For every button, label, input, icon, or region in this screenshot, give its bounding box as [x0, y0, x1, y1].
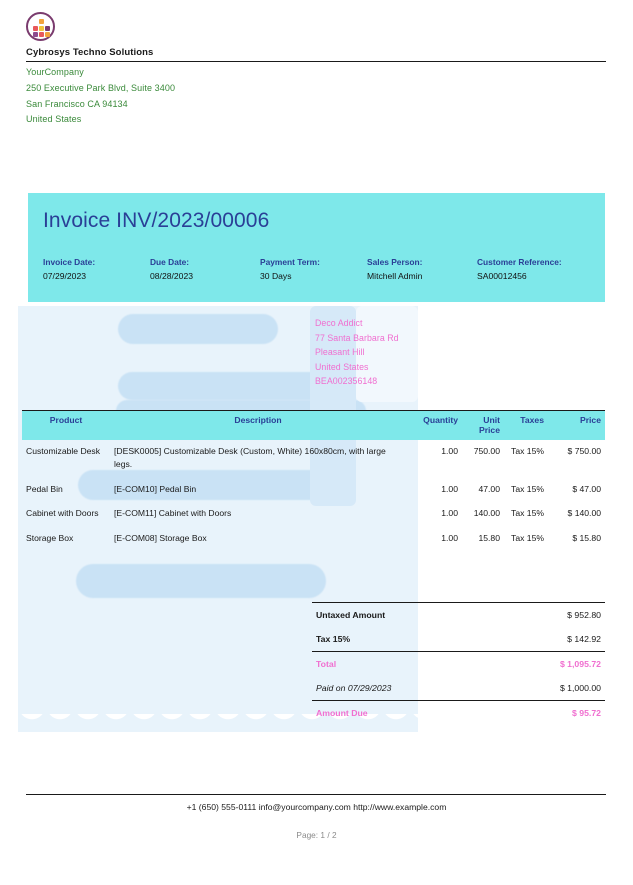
address-line: United States: [26, 114, 82, 125]
totals-row-amount-due: Amount Due $ 95.72: [312, 700, 605, 725]
column-header-taxes: Taxes: [504, 411, 548, 440]
address-line: San Francisco CA 94134: [26, 98, 128, 109]
untaxed-amount-value: $ 952.80: [502, 602, 605, 627]
cell-description: [E-COM11] Cabinet with Doors: [114, 508, 232, 519]
meta-label: Sales Person:: [367, 257, 423, 267]
meta-label: Due Date:: [150, 257, 190, 267]
column-header-price: Price: [548, 411, 605, 440]
company-name: Cybrosys Techno Solutions: [26, 47, 154, 58]
watermark-pill-1: [118, 314, 278, 344]
untaxed-amount-label: Untaxed Amount: [312, 602, 502, 627]
cell-description: [E-COM08] Storage Box: [114, 532, 207, 543]
cybrosys-blocks-logo-icon: [26, 12, 55, 41]
meta-field-due-date: Due Date: 08/28/2023: [150, 255, 260, 283]
cell-product: Customizable Desk: [26, 446, 101, 456]
customer-line: BEA002356148: [315, 376, 378, 387]
meta-value: Mitchell Admin: [367, 271, 423, 281]
column-header-description: Description: [110, 411, 406, 440]
cell-description: [DESK0005] Customizable Desk (Custom, Wh…: [114, 446, 386, 470]
cell-unit-price: 750.00: [473, 446, 500, 456]
tax-label: Tax 15%: [316, 634, 351, 644]
column-header-unit-price: Unit Price: [462, 411, 504, 440]
column-header-product: Product: [22, 411, 110, 440]
line-items-header: Product Description Quantity Unit Price …: [22, 411, 605, 440]
meta-label: Invoice Date:: [43, 257, 96, 267]
meta-field-customer-reference: Customer Reference: SA00012456: [477, 255, 597, 283]
invoice-header-band: Invoice INV/2023/00006 Invoice Date: 07/…: [28, 193, 605, 302]
totals-row-untaxed: Untaxed Amount $ 952.80: [312, 602, 605, 627]
company-address: YourCompany 250 Executive Park Blvd, Sui…: [26, 62, 606, 128]
cell-product: Pedal Bin: [26, 483, 63, 494]
cell-taxes: Tax 15%: [511, 532, 544, 543]
amount-due-value: $ 95.72: [502, 700, 605, 725]
cell-price: $ 750.00: [567, 446, 601, 456]
meta-value: 30 Days: [260, 271, 292, 281]
meta-value: SA00012456: [477, 271, 527, 281]
letterhead-divider: [26, 61, 606, 62]
cell-price: $ 140.00: [567, 508, 601, 519]
letterhead: Cybrosys Techno Solutions YourCompany 25…: [26, 12, 606, 128]
cell-quantity: 1.00: [441, 532, 458, 543]
table-row: Cabinet with Doors [E-COM11] Cabinet wit…: [22, 502, 605, 526]
customer-line: Deco Addict: [315, 318, 363, 328]
footer-contact-info: +1 (650) 555-0111 info@yourcompany.com h…: [186, 802, 447, 812]
amount-due-label: Amount Due: [312, 700, 502, 725]
cell-quantity: 1.00: [441, 483, 458, 494]
line-items-table: Product Description Quantity Unit Price …: [22, 411, 605, 551]
cell-product: Cabinet with Doors: [26, 508, 99, 519]
total-value: $ 1,095.72: [502, 651, 605, 676]
totals-section: Untaxed Amount $ 952.80 Tax 15% $ 142.92…: [312, 602, 605, 725]
address-line: YourCompany: [26, 67, 84, 77]
cell-quantity: 1.00: [441, 446, 458, 456]
meta-field-sales-person: Sales Person: Mitchell Admin: [367, 255, 477, 283]
customer-address-block: Deco Addict 77 Santa Barbara Rd Pleasant…: [315, 316, 399, 389]
line-items-body: Customizable Desk [DESK0005] Customizabl…: [22, 440, 605, 551]
address-line: 250 Executive Park Blvd, Suite 3400: [26, 82, 176, 93]
totals-row-paid: Paid on 07/29/2023 $ 1,000.00: [312, 676, 605, 701]
column-header-quantity: Quantity: [406, 411, 462, 440]
total-label: Total: [312, 651, 502, 676]
table-row: Storage Box [E-COM08] Storage Box 1.00 1…: [22, 527, 605, 551]
footer-page-number: Page: 1 / 2: [296, 830, 337, 840]
meta-label: Customer Reference:: [477, 257, 562, 267]
table-row: Customizable Desk [DESK0005] Customizabl…: [22, 440, 605, 478]
meta-field-invoice-date: Invoice Date: 07/29/2023: [43, 255, 150, 283]
cell-price: $ 15.80: [572, 532, 601, 543]
totals-row-total: Total $ 1,095.72: [312, 651, 605, 676]
cell-product: Storage Box: [26, 532, 74, 543]
invoice-meta-row: Invoice Date: 07/29/2023 Due Date: 08/28…: [43, 255, 603, 283]
customer-line: Pleasant Hill: [315, 347, 365, 358]
tax-value: $ 142.92: [567, 634, 601, 644]
cell-quantity: 1.00: [441, 508, 458, 519]
meta-label: Payment Term:: [260, 257, 320, 267]
invoice-title: Invoice INV/2023/00006: [43, 209, 270, 232]
meta-value: 08/28/2023: [150, 271, 194, 281]
cell-unit-price: 47.00: [478, 483, 500, 494]
footer-divider: [26, 794, 606, 795]
cell-taxes: Tax 15%: [511, 483, 544, 494]
meta-value: 07/29/2023: [43, 271, 87, 281]
line-items-section: Product Description Quantity Unit Price …: [22, 410, 605, 551]
cell-description: [E-COM10] Pedal Bin: [114, 483, 197, 494]
paid-label: Paid on 07/29/2023: [316, 683, 392, 693]
table-header-row: Product Description Quantity Unit Price …: [22, 411, 605, 440]
watermark-pill-5: [76, 564, 326, 598]
totals-row-tax: Tax 15% $ 142.92: [312, 627, 605, 652]
meta-field-payment-term: Payment Term: 30 Days: [260, 255, 367, 283]
table-row: Pedal Bin [E-COM10] Pedal Bin 1.00 47.00…: [22, 478, 605, 502]
paid-value: $ 1,000.00: [559, 683, 601, 693]
cell-unit-price: 15.80: [478, 532, 500, 543]
cell-unit-price: 140.00: [473, 508, 500, 519]
cell-price: $ 47.00: [572, 483, 601, 494]
customer-line: United States: [315, 361, 369, 372]
cell-taxes: Tax 15%: [511, 446, 544, 456]
cell-taxes: Tax 15%: [511, 508, 544, 519]
customer-line: 77 Santa Barbara Rd: [315, 332, 399, 343]
totals-table: Untaxed Amount $ 952.80 Tax 15% $ 142.92…: [312, 602, 605, 725]
